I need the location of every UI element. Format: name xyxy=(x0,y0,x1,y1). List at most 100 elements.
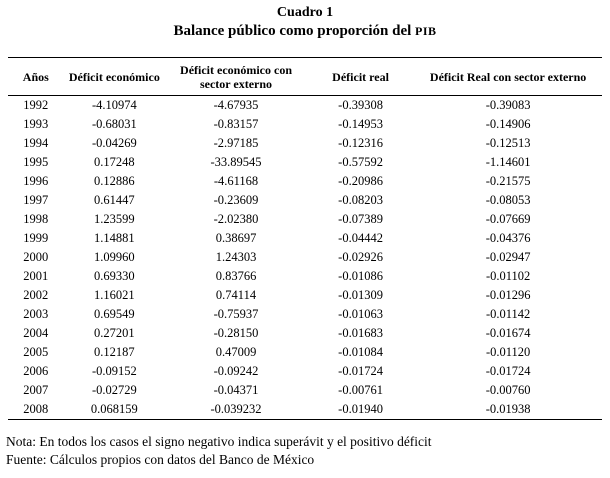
column-header: Déficit económico con sector externo xyxy=(180,62,292,91)
value-cell: -0.04371 xyxy=(213,383,259,397)
value-cell: -4.61168 xyxy=(213,174,259,188)
table-row: 2008 0.068159 -0.039232 -0.01940 -0.01938 xyxy=(8,400,602,420)
value-cell: -0.83157 xyxy=(213,117,259,131)
value-cell: -0.04376 xyxy=(485,231,531,245)
value-cell: 0.17248 xyxy=(94,155,135,169)
value-cell: -0.39308 xyxy=(338,98,383,112)
table-row: 2006 -0.09152 -0.09242 -0.01724 -0.01724 xyxy=(8,362,602,381)
value-cell: -0.00760 xyxy=(485,383,531,397)
value-cell: -0.07389 xyxy=(338,212,383,226)
table-row: 1993 -0.68031 -0.83157 -0.14953 -0.14906 xyxy=(8,115,602,134)
value-cell: -0.01674 xyxy=(485,326,531,340)
value-cell: -0.01102 xyxy=(485,269,531,283)
value-cell: -0.12513 xyxy=(485,136,531,150)
value-cell: -0.01683 xyxy=(338,326,383,340)
value-cell: -0.01296 xyxy=(485,288,531,302)
column-header: Años xyxy=(22,69,49,84)
value-cell: -0.68031 xyxy=(91,117,137,131)
value-cell: -0.07669 xyxy=(485,212,531,226)
table-row: 1994 -0.04269 -2.97185 -0.12316 -0.12513 xyxy=(8,134,602,153)
value-cell: -0.75937 xyxy=(213,307,259,321)
value-cell: -0.14906 xyxy=(485,117,531,131)
value-cell: 0.27201 xyxy=(94,326,135,340)
value-cell: 0.69330 xyxy=(94,269,135,283)
column-header: Déficit Real con sector externo xyxy=(429,69,587,84)
value-cell: -0.57592 xyxy=(338,155,383,169)
value-cell: -0.039232 xyxy=(210,402,262,416)
value-cell: -0.20986 xyxy=(338,174,383,188)
year-cell: 1997 xyxy=(23,193,49,207)
year-cell: 2004 xyxy=(23,326,49,340)
value-cell: 0.61447 xyxy=(94,193,135,207)
value-cell: 0.69549 xyxy=(94,307,135,321)
value-cell: -0.12316 xyxy=(338,136,383,150)
value-cell: 1.23599 xyxy=(94,212,135,226)
value-cell: -0.00761 xyxy=(338,383,383,397)
year-cell: 2003 xyxy=(23,307,49,321)
value-cell: -0.01142 xyxy=(485,307,531,321)
value-cell: -4.67935 xyxy=(213,98,259,112)
source-line: Fuente: Cálculos propios con datos del B… xyxy=(6,451,315,467)
year-cell: 1999 xyxy=(23,231,49,245)
table-row: 2002 1.16021 0.74114 -0.01309 -0.01296 xyxy=(8,286,602,305)
table-header: Años Déficit económico Déficit económico c… xyxy=(8,58,602,96)
year-cell: 1996 xyxy=(23,174,49,188)
value-cell: 0.74114 xyxy=(215,288,257,302)
year-cell: 2008 xyxy=(23,402,49,416)
table-row: 1996 0.12886 -4.61168 -0.20986 -0.21575 xyxy=(8,172,602,191)
table-row: 2001 0.69330 0.83766 -0.01086 -0.01102 xyxy=(8,267,602,286)
value-cell: -0.01724 xyxy=(485,364,531,378)
value-cell: -0.08203 xyxy=(338,193,383,207)
note-line: Nota: En todos los casos el signo negati… xyxy=(6,434,432,449)
pib-acronym: PIB xyxy=(415,24,437,38)
year-cell: 2007 xyxy=(23,383,49,397)
year-cell: 1993 xyxy=(23,117,49,131)
year-cell: 1998 xyxy=(23,212,49,226)
table-number: Cuadro 1 xyxy=(276,5,334,20)
value-cell: -0.01940 xyxy=(338,402,383,416)
value-cell: 1.14881 xyxy=(94,231,135,245)
table-row: 2007 -0.02729 -0.04371 -0.00761 -0.00760 xyxy=(8,381,602,400)
year-cell: 2002 xyxy=(23,288,49,302)
value-cell: -0.04269 xyxy=(91,136,137,150)
table-notes: Nota: En todos los casos el signo negati… xyxy=(6,433,602,468)
value-cell: -1.14601 xyxy=(485,155,531,169)
header-row: Años Déficit económico Déficit económico c… xyxy=(8,58,602,96)
column-header: Déficit real xyxy=(332,69,389,84)
table-row: 2005 0.12187 0.47009 -0.01084 -0.01120 xyxy=(8,343,602,362)
year-cell: 2006 xyxy=(23,364,49,378)
value-cell: -33.89545 xyxy=(210,155,262,169)
year-cell: 2000 xyxy=(23,250,49,264)
value-cell: -0.08053 xyxy=(485,193,531,207)
value-cell: -0.09242 xyxy=(213,364,259,378)
value-cell: 1.24303 xyxy=(215,250,257,264)
year-cell: 2001 xyxy=(23,269,49,283)
value-cell: 1.09960 xyxy=(94,250,135,264)
column-header: Déficit económico xyxy=(68,69,160,84)
value-cell: -0.39083 xyxy=(485,98,531,112)
table-row: 2004 0.27201 -0.28150 -0.01683 -0.01674 xyxy=(8,324,602,343)
year-cell: 1994 xyxy=(23,136,49,150)
value-cell: -0.28150 xyxy=(213,326,259,340)
value-cell: 0.12886 xyxy=(94,174,135,188)
value-cell: -2.97185 xyxy=(213,136,259,150)
value-cell: -4.10974 xyxy=(91,98,137,112)
table-title-text: Balance público como proporción del xyxy=(173,23,416,39)
value-cell: 0.068159 xyxy=(90,402,138,416)
value-cell: 0.38697 xyxy=(215,231,257,245)
table-row: 2003 0.69549 -0.75937 -0.01063 -0.01142 xyxy=(8,305,602,324)
value-cell: -0.02947 xyxy=(485,250,531,264)
table-row: 1992 -4.10974 -4.67935 -0.39308 -0.39083 xyxy=(8,96,602,116)
table-row: 1995 0.17248 -33.89545 -0.57592 -1.14601 xyxy=(8,153,602,172)
value-cell: 0.83766 xyxy=(215,269,257,283)
table-row: 1999 1.14881 0.38697 -0.04442 -0.04376 xyxy=(8,229,602,248)
value-cell: -0.01063 xyxy=(338,307,383,321)
value-cell: -0.02729 xyxy=(91,383,137,397)
value-cell: 0.47009 xyxy=(215,345,257,359)
table-body: 1992 -4.10974 -4.67935 -0.39308 -0.39083 1993… xyxy=(8,96,602,420)
value-cell: -0.01309 xyxy=(338,288,383,302)
value-cell: -0.23609 xyxy=(213,193,259,207)
value-cell: -0.14953 xyxy=(338,117,383,131)
value-cell: -0.04442 xyxy=(338,231,383,245)
value-cell: 0.12187 xyxy=(94,345,135,359)
